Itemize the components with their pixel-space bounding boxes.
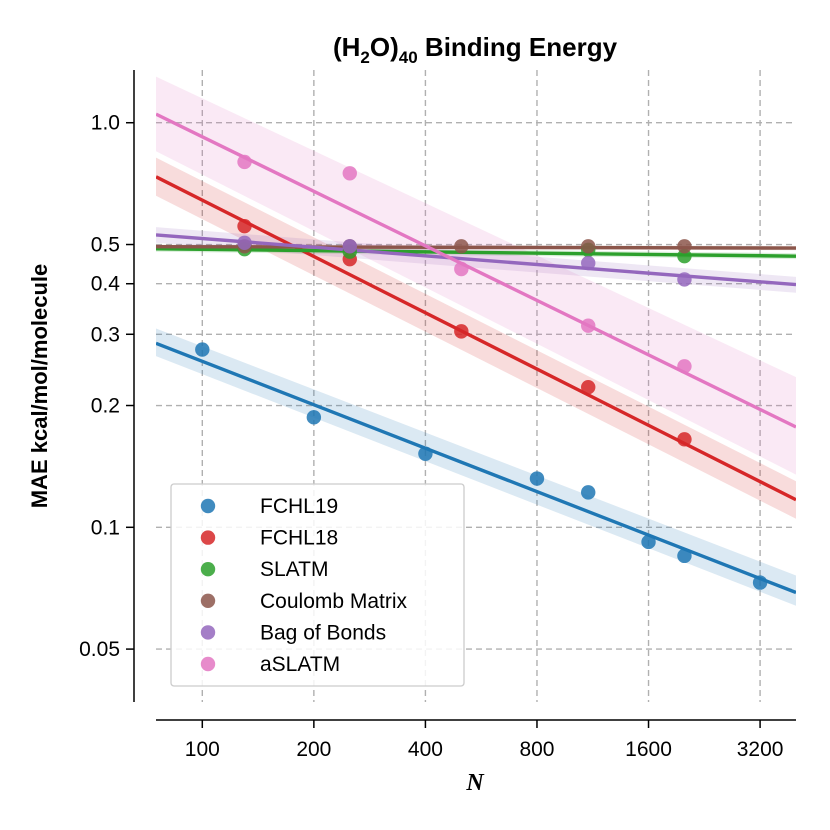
aslatm-point	[342, 166, 357, 181]
coulomb-matrix-legend-marker	[200, 593, 216, 608]
y-tick-label: 0.3	[91, 323, 120, 346]
fchl18-point	[677, 432, 692, 447]
legend-frame	[170, 483, 465, 687]
bag-of-bonds-point	[237, 235, 252, 250]
x-tick-label: 400	[408, 738, 443, 761]
coulomb-matrix-point	[581, 239, 596, 254]
legend: FCHL19 FCHL18 SLATM Coulomb Matrix Bag of Bo…	[170, 483, 465, 687]
aslatm-legend-label: aSLATM	[260, 653, 340, 676]
fchl19-point	[195, 342, 210, 357]
y-tick-label: 0.2	[91, 395, 120, 418]
fchl18-legend-label: FCHL18	[260, 527, 338, 550]
fchl19-point	[581, 485, 596, 500]
coulomb-matrix-point	[454, 239, 469, 254]
fchl18-fit-line	[156, 175, 796, 502]
fchl19-point	[529, 471, 545, 486]
coulomb-matrix-legend-label: Coulomb Matrix	[260, 590, 408, 613]
aslatm-point	[454, 261, 469, 277]
bag-of-bonds-point	[677, 272, 692, 287]
y-tick-label: 0.4	[91, 273, 121, 296]
slatm-legend-marker	[200, 562, 216, 577]
slatm-legend-label: SLATM	[260, 558, 328, 581]
grid	[156, 70, 796, 702]
x-tick-label: 3200	[737, 738, 784, 761]
axes	[126, 70, 796, 728]
bag-of-bonds-point	[342, 239, 357, 254]
aslatm-point	[581, 318, 596, 333]
y-tick-label: 0.1	[91, 516, 120, 539]
fchl19-point	[306, 410, 322, 425]
bag-of-bonds-legend-marker	[200, 625, 216, 640]
x-tick-label: 1600	[625, 738, 672, 761]
data-points	[195, 154, 768, 590]
fchl18-legend-marker	[200, 530, 216, 545]
coulomb-matrix-fit-line	[156, 244, 796, 250]
aslatm-point	[237, 154, 252, 170]
x-tick-label: 100	[185, 738, 220, 761]
y-tick-label: 0.5	[91, 234, 120, 257]
fchl19-legend-label: FCHL19	[260, 495, 338, 518]
bag-of-bonds-point	[581, 255, 596, 271]
slatm-point	[677, 248, 692, 264]
aslatm-point	[677, 359, 692, 374]
tick-labels: 100 200 400 800 1600 3200 0.05 0.1 0.2 0.3 0.4 0.5 1…	[79, 112, 783, 761]
fchl19-point	[677, 548, 692, 564]
y-tick-label: 0.05	[79, 638, 120, 661]
fchl18-point	[454, 324, 469, 339]
bag-of-bonds-legend-label: Bag of Bonds	[260, 621, 386, 644]
x-axis-label: N	[465, 770, 485, 796]
x-tick-label: 200	[296, 738, 331, 761]
x-tick-label: 800	[519, 738, 554, 761]
aslatm-fit-line	[156, 112, 796, 429]
aslatm-legend-marker	[200, 656, 216, 672]
fchl19-point	[641, 534, 656, 550]
fchl18-point	[237, 218, 252, 234]
fchl18-point	[581, 379, 596, 395]
fchl19-point	[418, 446, 433, 461]
fchl19-point	[752, 575, 768, 590]
y-tick-label: 1.0	[91, 112, 120, 135]
aslatm-confidence-band	[156, 76, 796, 475]
y-axis-label: MAE kcal/mol/molecule	[27, 264, 52, 509]
coulomb-matrix-point	[677, 239, 692, 254]
chart-title: (H2O)40 Binding Energy	[333, 32, 618, 67]
fchl19-legend-marker	[200, 498, 216, 514]
